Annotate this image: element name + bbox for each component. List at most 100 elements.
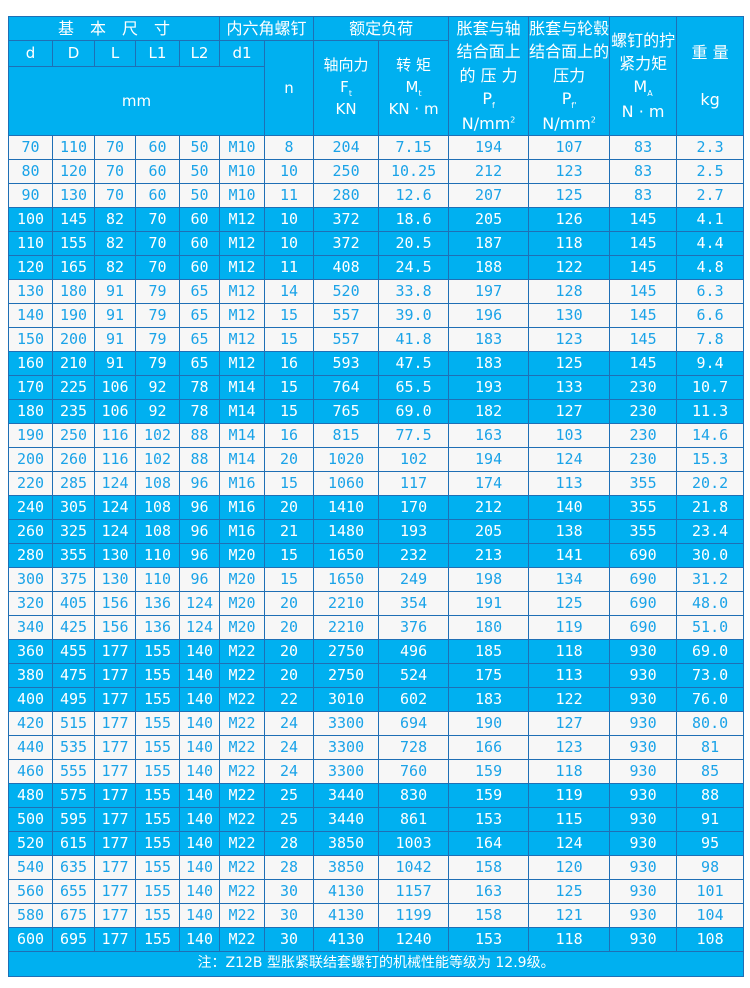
- table-cell: M20: [219, 591, 266, 616]
- table-cell: 183: [448, 327, 530, 352]
- table-cell: 136: [135, 591, 180, 616]
- table-cell: 95: [676, 831, 745, 856]
- table-cell: 6.3: [676, 279, 745, 304]
- table-cell: 930: [609, 927, 678, 952]
- table-row: 110 155 82 70 60 M12 10 372 20.5 187 118 145 4.4: [8, 231, 745, 256]
- table-cell: 225: [52, 375, 95, 400]
- table-row: 400 495 177 155 140 M22 22 3010 602 183 122 930 76.0: [8, 687, 745, 712]
- table-cell: 106: [94, 375, 136, 400]
- table-cell: 128: [528, 279, 611, 304]
- table-cell: 124: [94, 495, 136, 520]
- table-cell: 82: [94, 255, 136, 280]
- table-cell: 557: [313, 327, 380, 352]
- table-cell: 193: [378, 519, 450, 544]
- table-row: 120 165 82 70 60 M12 11 408 24.5 188 122 145 4.8: [8, 255, 745, 280]
- table-cell: 16: [264, 351, 315, 376]
- table-cell: 205: [448, 207, 530, 232]
- table-cell: 930: [609, 639, 678, 664]
- table-cell: 165: [52, 255, 95, 280]
- table-cell: 197: [448, 279, 530, 304]
- ma-symbol: MA: [633, 77, 653, 99]
- table-cell: 80.0: [676, 711, 745, 736]
- table-cell: M16: [219, 495, 266, 520]
- table-cell: 930: [609, 903, 678, 928]
- table-cell: 9.4: [676, 351, 745, 376]
- table-cell: 110: [52, 135, 95, 160]
- table-cell: 25: [264, 807, 315, 832]
- table-cell: 155: [135, 639, 180, 664]
- table-cell: M22: [219, 663, 266, 688]
- table-cell: 325: [52, 519, 95, 544]
- table-cell: 21.8: [676, 495, 745, 520]
- table-cell: 250: [52, 423, 95, 448]
- table-cell: M14: [219, 399, 266, 424]
- table-cell: 130: [8, 279, 53, 304]
- table-cell: 15: [264, 543, 315, 568]
- table-cell: 98: [676, 855, 745, 880]
- table-row: 600 695 177 155 140 M22 30 4130 1240 153 118 930 108: [8, 927, 745, 952]
- table-cell: 153: [448, 927, 530, 952]
- table-cell: 140: [178, 735, 221, 760]
- table-cell: 930: [609, 879, 678, 904]
- table-cell: 158: [448, 903, 530, 928]
- table-cell: 145: [609, 303, 678, 328]
- table-cell: 140: [178, 927, 221, 952]
- table-cell: 575: [52, 783, 95, 808]
- table-cell: 159: [448, 759, 530, 784]
- table-cell: 78: [178, 375, 221, 400]
- table-cell: 51.0: [676, 615, 745, 640]
- table-cell: 25: [264, 783, 315, 808]
- torque-unit: KN · m: [388, 100, 439, 119]
- table-cell: M12: [219, 255, 266, 280]
- table-cell: M12: [219, 279, 266, 304]
- table-cell: 78: [178, 399, 221, 424]
- table-cell: 235: [52, 399, 95, 424]
- table-cell: 22: [264, 687, 315, 712]
- table-cell: 11: [264, 255, 315, 280]
- table-row: 170 225 106 92 78 M14 15 764 65.5 193 133 230 10.7: [8, 375, 745, 400]
- table-cell: 177: [94, 783, 136, 808]
- ma-unit: N · m: [621, 101, 665, 121]
- table-cell: 102: [135, 447, 180, 472]
- table-cell: 177: [94, 903, 136, 928]
- table-cell: 69.0: [378, 399, 450, 424]
- table-cell: 92: [135, 375, 180, 400]
- table-cell: 60: [178, 231, 221, 256]
- table-cell: 14: [264, 279, 315, 304]
- table-cell: 140: [178, 855, 221, 880]
- table-cell: 212: [448, 159, 530, 184]
- header-pressure-shaft: 胀套与轴结合面上的 压 力 Pf N/mm2: [448, 16, 530, 136]
- table-cell: 760: [378, 759, 450, 784]
- table-cell: 360: [8, 639, 53, 664]
- table-cell: 177: [94, 855, 136, 880]
- table-cell: 177: [94, 711, 136, 736]
- table-row: 140 190 91 79 65 M12 15 557 39.0 196 130 145 6.6: [8, 303, 745, 328]
- table-cell: 16: [264, 423, 315, 448]
- table-cell: 3300: [313, 711, 380, 736]
- table-cell: 515: [52, 711, 95, 736]
- table-cell: 400: [8, 687, 53, 712]
- table-cell: 70: [94, 183, 136, 208]
- table-cell: 375: [52, 567, 95, 592]
- table-cell: 930: [609, 735, 678, 760]
- table-cell: 136: [135, 615, 180, 640]
- table-cell: 48.0: [676, 591, 745, 616]
- table-cell: 340: [8, 615, 53, 640]
- col-L2: L2: [178, 40, 221, 67]
- table-cell: 10.25: [378, 159, 450, 184]
- table-cell: 118: [528, 639, 611, 664]
- table-cell: 108: [135, 495, 180, 520]
- table-cell: 15: [264, 567, 315, 592]
- table-cell: 92: [135, 399, 180, 424]
- table-cell: 140: [178, 711, 221, 736]
- table-cell: 77.5: [378, 423, 450, 448]
- table-cell: 20: [264, 639, 315, 664]
- table-cell: 107: [528, 135, 611, 160]
- table-cell: 595: [52, 807, 95, 832]
- table-cell: 187: [448, 231, 530, 256]
- table-cell: 1020: [313, 447, 380, 472]
- table-cell: 7.8: [676, 327, 745, 352]
- table-cell: 930: [609, 687, 678, 712]
- table-cell: 1650: [313, 567, 380, 592]
- table-cell: 728: [378, 735, 450, 760]
